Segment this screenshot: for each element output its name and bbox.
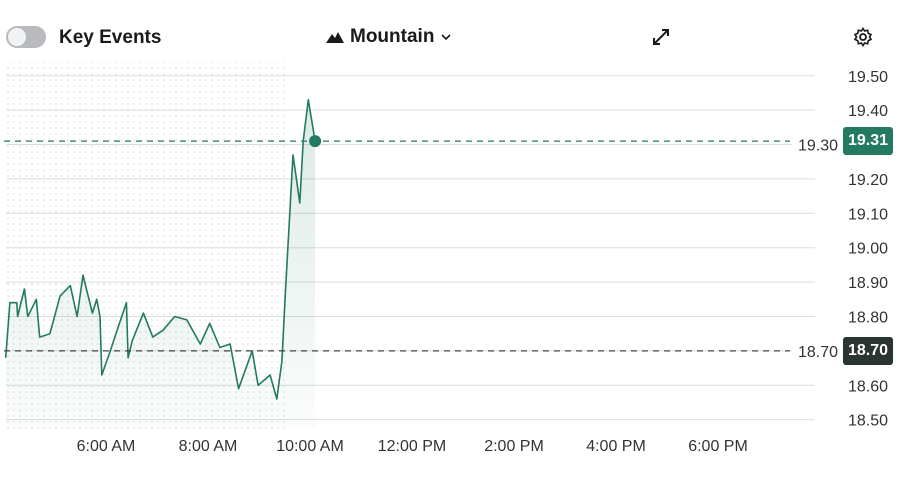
y-tick-label: 18.80: [848, 310, 888, 327]
last-price-dot: [309, 135, 322, 148]
y-tick-label: 18.70: [798, 344, 838, 361]
toggle-knob: [8, 28, 26, 46]
last-price-badge: 19.31: [843, 127, 893, 156]
y-tick-label: 18.60: [848, 378, 888, 395]
x-tick-label: 6:00 PM: [688, 438, 748, 455]
chart-style-label: Mountain: [350, 26, 435, 47]
x-tick-label: 8:00 AM: [179, 438, 238, 455]
x-tick-label: 6:00 AM: [77, 438, 136, 455]
y-tick-label-backing: [792, 134, 839, 155]
y-tick-label: 19.10: [848, 206, 888, 223]
mountain-icon: [326, 32, 344, 43]
y-tick-label: 19.50: [848, 69, 888, 86]
y-tick-label: 19.30: [798, 138, 838, 155]
y-tick-label: 19.00: [848, 241, 888, 258]
x-tick-label: 2:00 PM: [484, 438, 544, 455]
y-tick-label: 19.20: [848, 172, 888, 189]
chart-toolbar: Key Events Mountain: [0, 0, 903, 75]
x-tick-label: 4:00 PM: [586, 438, 646, 455]
expand-icon[interactable]: [651, 27, 671, 47]
y-tick-label-backing: [792, 340, 839, 361]
chart-style-dropdown[interactable]: Mountain: [326, 26, 452, 48]
y-tick-label: 18.90: [848, 275, 888, 292]
key-events-toggle[interactable]: [6, 26, 46, 48]
y-tick-label: 18.50: [848, 413, 888, 430]
chevron-down-icon: [441, 34, 452, 41]
key-events-label: Key Events: [59, 27, 162, 48]
x-tick-label: 10:00 AM: [276, 438, 344, 455]
price-line: [4, 99, 316, 400]
reference-price-badge: 18.70: [843, 336, 893, 365]
x-tick-label: 12:00 PM: [378, 438, 446, 455]
y-tick-label: 19.40: [848, 103, 888, 120]
area-fill: [5, 99, 316, 429]
gear-icon[interactable]: [853, 27, 873, 47]
